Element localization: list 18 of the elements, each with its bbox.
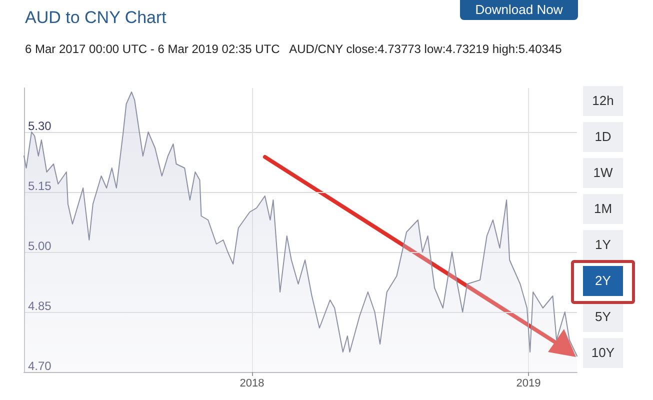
text: 2Y: [583, 266, 623, 296]
chart-title: AUD to CNY Chart: [25, 8, 167, 27]
y-tick-label: 5.15: [28, 179, 52, 193]
chart-subtitle: 6 Mar 2017 00:00 UTC - 6 Mar 2019 02:35 UTC AUD/CNY close:4.73773 low:4.73219 high:5.40345: [25, 42, 562, 56]
text: 5Y: [583, 302, 623, 332]
text: 1D: [583, 122, 623, 152]
text: 1Y: [583, 230, 623, 260]
y-tick-label: 4.85: [28, 299, 52, 313]
x-tick-label: 2019: [516, 378, 541, 390]
text: 12h: [583, 86, 623, 116]
y-tick-label: 5.30: [28, 119, 52, 133]
y-tick-label: 5.00: [28, 239, 52, 253]
y-tick-label: 4.70: [28, 359, 52, 373]
text: 10Y: [583, 338, 623, 368]
text: 1M: [583, 194, 623, 224]
text: 1W: [583, 158, 623, 188]
x-tick-label: 2018: [240, 378, 264, 390]
text: Download Now: [460, 0, 578, 20]
